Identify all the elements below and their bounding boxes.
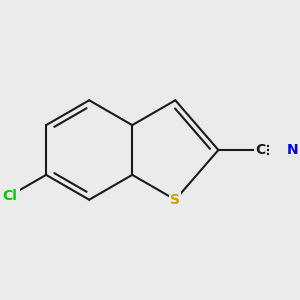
Text: N: N: [287, 143, 299, 157]
Text: Cl: Cl: [2, 189, 17, 203]
Text: S: S: [170, 193, 180, 207]
Text: C: C: [256, 143, 266, 157]
